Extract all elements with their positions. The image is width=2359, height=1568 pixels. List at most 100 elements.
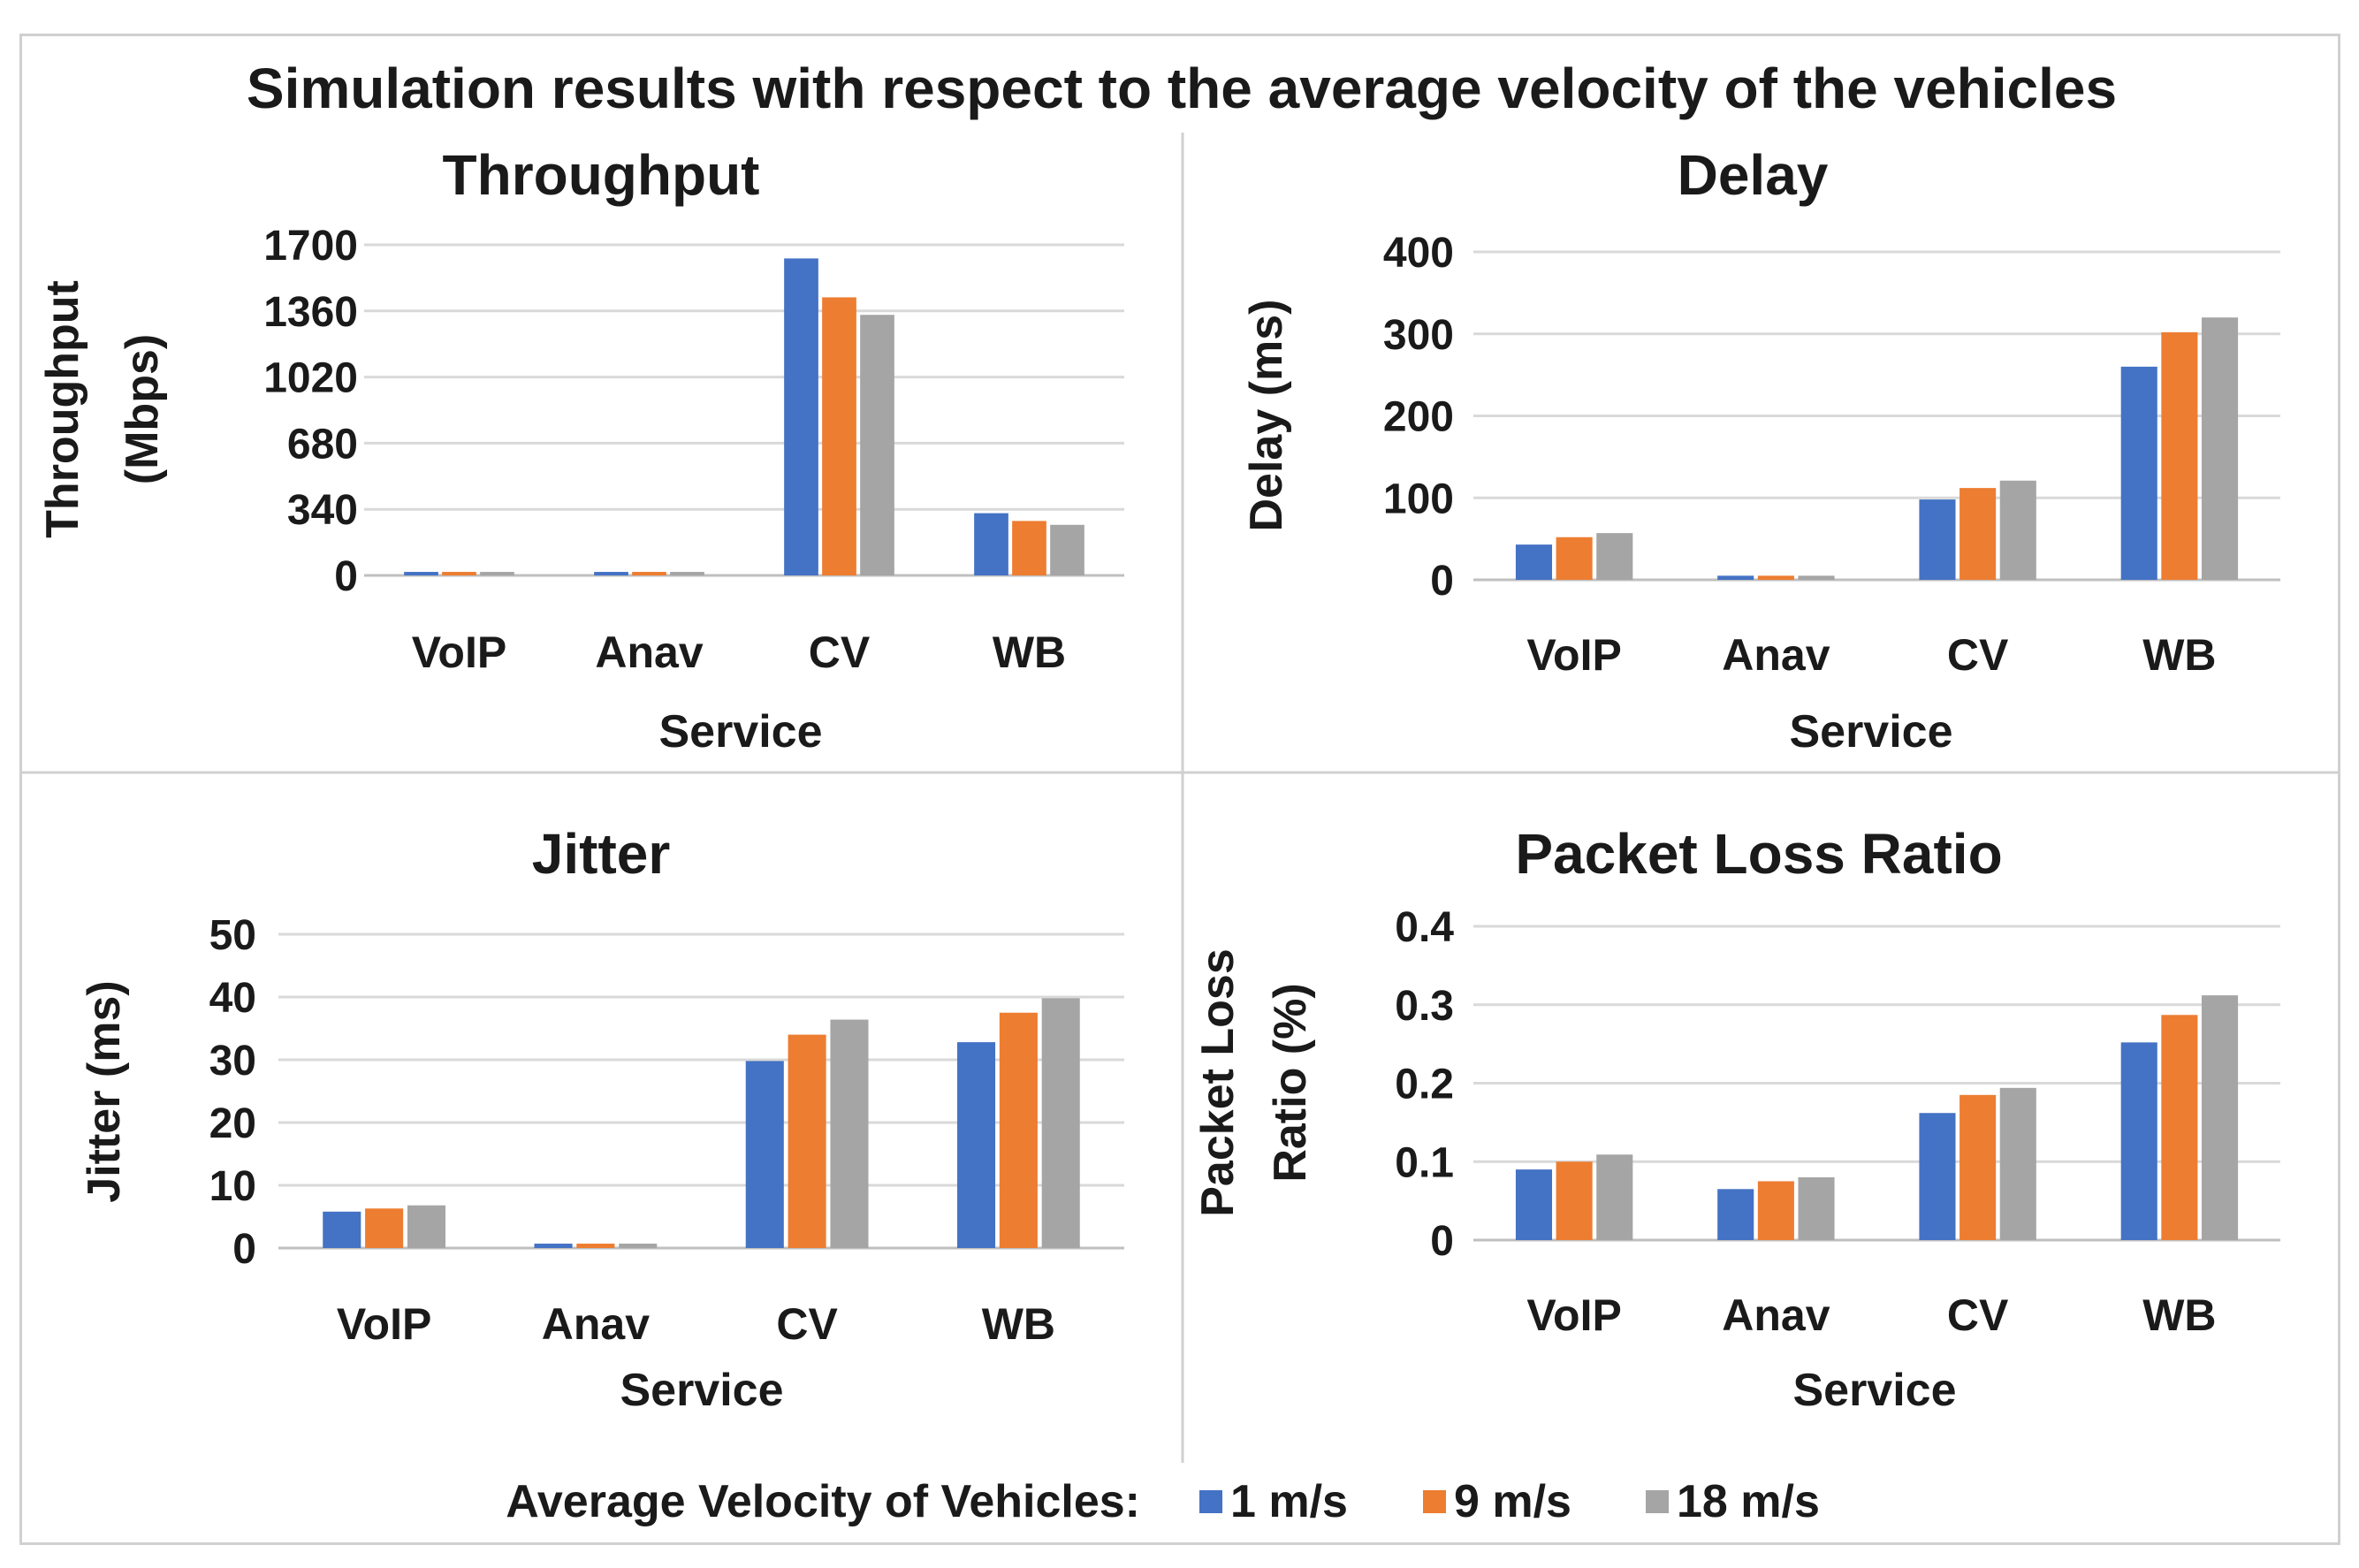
figure-title: Simulation results with respect to the a… (247, 57, 2117, 120)
bar-wb-series-2 (1012, 521, 1046, 575)
y-tick-label: 680 (287, 421, 358, 468)
legend-swatch-3 (1646, 1490, 1669, 1513)
y-tick-label: 10 (209, 1163, 256, 1210)
bar-voip-series-2 (1556, 1161, 1593, 1240)
bar-wb-series-2 (2161, 1015, 2198, 1240)
x-category-label: Anav (595, 628, 703, 677)
x-category-label: CV (776, 1299, 838, 1349)
bar-wb-series-1 (974, 513, 1008, 575)
bar-voip-series-3 (1596, 1154, 1633, 1240)
legend-swatch-2 (1423, 1490, 1446, 1513)
bar-anav-series-2 (1757, 575, 1794, 580)
bar-anav-series-1 (1717, 575, 1754, 580)
x-axis-label: Service (1792, 1365, 1956, 1416)
bar-wb-series-2 (999, 1012, 1038, 1248)
bar-anav-series-1 (534, 1244, 573, 1248)
bar-anav-series-3 (670, 572, 704, 575)
bar-anav-series-3 (1798, 575, 1835, 580)
legend-swatch-1 (1199, 1490, 1222, 1513)
x-category-label: VoIP (337, 1299, 431, 1349)
bar-cv-series-1 (745, 1061, 784, 1248)
chart-title: Throughput (443, 143, 760, 207)
y-tick-label: 400 (1383, 230, 1454, 277)
x-category-label: VoIP (1526, 1290, 1621, 1340)
chart-3: Jitter 0 10 20 30 40 50 VoIP Anav CV WB Service Jitt… (79, 822, 1124, 1416)
bar-wb-series-3 (1050, 524, 1084, 575)
y-tick-label: 20 (209, 1100, 256, 1147)
chart-title: Delay (1678, 143, 1829, 207)
y-axis-label: (Mbps) (117, 334, 168, 484)
x-axis-label: Service (620, 1365, 783, 1416)
x-axis-label: Service (1789, 706, 1952, 757)
bar-cv-series-1 (1919, 499, 1956, 580)
bar-cv-series-2 (1959, 1094, 1997, 1240)
legend: Average Velocity of Vehicles: 1 m/s 9 m/… (506, 1476, 1820, 1527)
y-tick-label: 30 (209, 1038, 256, 1085)
bar-voip-series-2 (1556, 537, 1593, 580)
legend-entry-1: 1 m/s (1230, 1476, 1348, 1527)
bar-cv-series-2 (1959, 488, 1997, 580)
y-tick-label: 340 (287, 487, 358, 534)
bar-anav-series-2 (576, 1244, 615, 1248)
chart-title: Jitter (532, 822, 671, 886)
bar-wb-series-3 (2201, 317, 2239, 580)
bar-wb-series-3 (1041, 998, 1080, 1248)
bar-anav-series-1 (594, 572, 628, 575)
bar-cv-series-1 (784, 258, 818, 575)
y-tick-label: 0.4 (1395, 904, 1454, 951)
bar-voip-series-3 (1596, 533, 1633, 580)
bar-wb-series-1 (2120, 366, 2157, 580)
x-category-label: VoIP (1526, 630, 1621, 680)
x-category-label: Anav (1722, 1290, 1830, 1340)
x-category-label: CV (1947, 1290, 2009, 1340)
x-category-label: WB (2142, 630, 2216, 680)
y-tick-label: 0 (1430, 1218, 1454, 1265)
y-tick-label: 0.3 (1395, 983, 1454, 1030)
legend-entry-2: 9 m/s (1454, 1476, 1571, 1527)
bar-cv-series-3 (1999, 1087, 2036, 1240)
x-axis-label: Service (658, 706, 822, 757)
chart-title: Packet Loss Ratio (1515, 822, 2002, 886)
y-tick-label: 200 (1383, 394, 1454, 441)
bar-voip-series-2 (442, 572, 476, 575)
x-category-label: Anav (1722, 630, 1830, 680)
x-category-label: Anav (542, 1299, 650, 1349)
bar-anav-series-2 (632, 572, 666, 575)
bar-cv-series-3 (1999, 480, 2036, 580)
y-tick-label: 50 (209, 912, 256, 959)
bar-cv-series-1 (1919, 1113, 1956, 1240)
legend-label: Average Velocity of Vehicles: (506, 1476, 1140, 1527)
y-tick-label: 1020 (263, 355, 358, 402)
y-axis-label: Delay (ms) (1241, 300, 1292, 532)
y-axis-label: Throughput (37, 280, 88, 538)
chart-4: Packet Loss Ratio 0 0.1 0.2 0.3 0.4 VoIP Anav CV… (1192, 822, 2280, 1416)
y-tick-label: 0 (232, 1226, 256, 1273)
x-category-label: CV (809, 628, 871, 677)
bar-voip-series-1 (323, 1211, 361, 1248)
figure-frame (19, 34, 2340, 1545)
x-category-label: CV (1947, 630, 2009, 680)
y-tick-label: 0 (1430, 558, 1454, 605)
bar-cv-series-2 (788, 1034, 826, 1248)
y-tick-label: 300 (1383, 312, 1454, 359)
x-category-label: WB (982, 1299, 1055, 1349)
y-tick-label: 0.1 (1395, 1139, 1454, 1186)
x-category-label: WB (993, 628, 1066, 677)
y-tick-label: 0 (334, 553, 358, 600)
bar-voip-series-1 (1515, 1169, 1553, 1240)
y-tick-label: 1360 (263, 289, 358, 336)
x-category-label: VoIP (412, 628, 506, 677)
chart-2: Delay 0 100 200 300 400 VoIP Anav CV WB Service Del… (1241, 143, 2280, 757)
y-tick-label: 100 (1383, 476, 1454, 522)
x-category-label: WB (2142, 1290, 2216, 1340)
bar-anav-series-3 (1798, 1177, 1835, 1240)
bar-anav-series-2 (1757, 1181, 1794, 1240)
chart-1: Throughput 0 340 680 1020 1360 1700 VoIP Anav CV W… (37, 143, 1124, 757)
bar-wb-series-1 (2120, 1042, 2157, 1240)
bar-cv-series-3 (830, 1019, 869, 1248)
bar-anav-series-3 (619, 1244, 658, 1248)
bar-voip-series-1 (1515, 544, 1553, 580)
bar-wb-series-1 (956, 1042, 996, 1248)
